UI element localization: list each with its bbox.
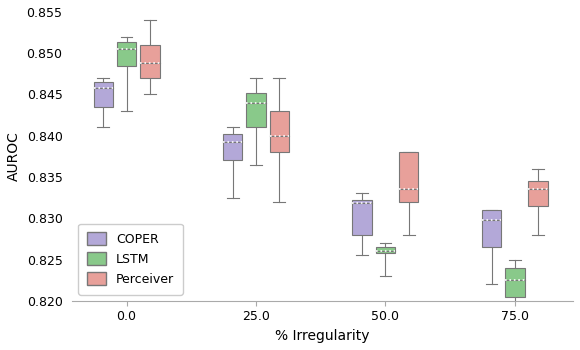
X-axis label: % Irregularity: % Irregularity	[276, 329, 370, 343]
Bar	[246, 93, 266, 127]
Bar	[376, 247, 395, 253]
Bar	[270, 111, 289, 152]
Bar	[93, 82, 113, 107]
Bar	[353, 200, 372, 235]
Bar	[482, 210, 501, 247]
Y-axis label: AUROC: AUROC	[7, 131, 21, 181]
Bar	[223, 134, 242, 161]
Bar	[528, 181, 548, 206]
Bar	[399, 152, 418, 202]
Bar	[117, 42, 136, 65]
Legend: COPER, LSTM, Perceiver: COPER, LSTM, Perceiver	[78, 224, 183, 295]
Bar	[505, 268, 524, 297]
Bar	[140, 45, 160, 78]
